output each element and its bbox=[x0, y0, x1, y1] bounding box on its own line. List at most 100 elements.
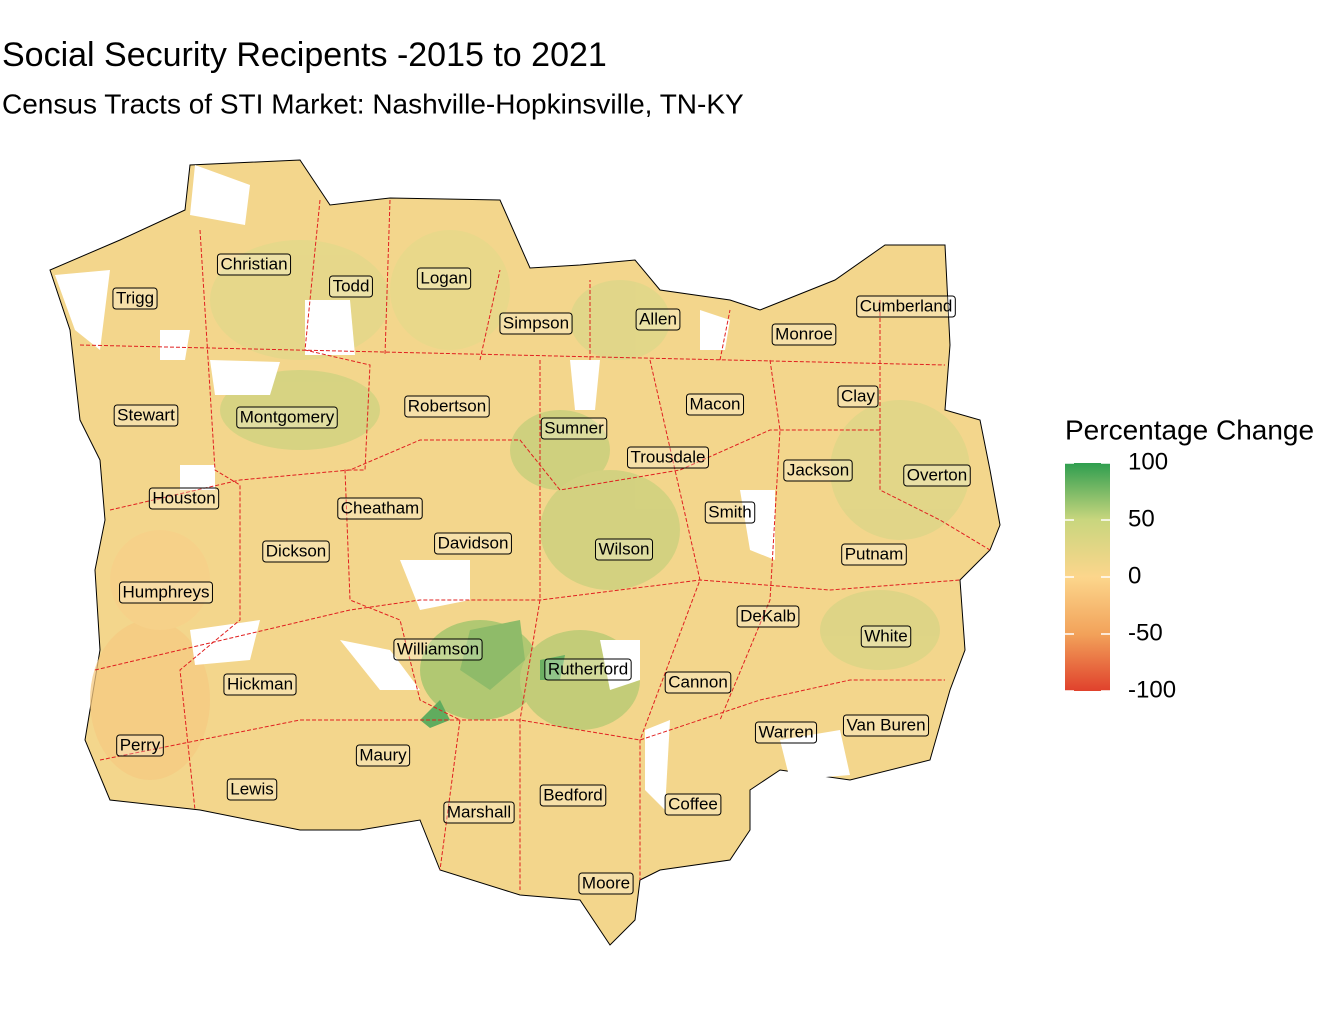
label-box bbox=[685, 393, 745, 416]
county-name: Warren bbox=[758, 722, 813, 741]
county-name: Cheatham bbox=[341, 498, 419, 517]
county-label: Macon bbox=[685, 393, 745, 416]
county-label: Hickman bbox=[223, 673, 297, 696]
county-name: Perry bbox=[120, 735, 161, 754]
county-name: Clay bbox=[841, 386, 876, 405]
county-label: Overton bbox=[903, 464, 971, 487]
county-label: Maury bbox=[355, 744, 411, 767]
county-name: Overton bbox=[907, 465, 967, 484]
county-label: Jackson bbox=[783, 459, 853, 482]
label-box bbox=[664, 671, 732, 694]
label-box bbox=[771, 323, 837, 346]
county-label: Trigg bbox=[112, 287, 158, 310]
county-label: Allen bbox=[635, 308, 681, 331]
county-name: Montgomery bbox=[240, 407, 335, 426]
county-name: Rutherford bbox=[548, 659, 628, 678]
label-box bbox=[443, 801, 515, 824]
county-name: Allen bbox=[639, 309, 677, 328]
county-name: Marshall bbox=[447, 802, 511, 821]
legend-tick-label: -100 bbox=[1128, 676, 1176, 703]
label-box bbox=[393, 638, 483, 661]
label-box bbox=[404, 395, 490, 418]
county-label: Lewis bbox=[226, 778, 278, 801]
county-name: Cumberland bbox=[860, 296, 953, 315]
county-label: Marshall bbox=[443, 801, 515, 824]
county-label: Bedford bbox=[539, 784, 607, 807]
county-label: Perry bbox=[116, 734, 164, 757]
label-box bbox=[783, 459, 853, 482]
label-box bbox=[539, 784, 607, 807]
map: Trigg Christian Todd Logan Simpson Allen Monro… bbox=[49, 159, 1001, 946]
label-box bbox=[837, 385, 879, 408]
label-box bbox=[736, 605, 800, 628]
label-box bbox=[499, 312, 573, 335]
county-name: Houston bbox=[152, 488, 215, 507]
county-label: Cannon bbox=[664, 671, 732, 694]
county-label: Clay bbox=[837, 385, 879, 408]
county-name: Trigg bbox=[116, 288, 154, 307]
legend-title: Percentage Change bbox=[1065, 414, 1314, 445]
label-box bbox=[113, 404, 179, 427]
county-label: Williamson bbox=[393, 638, 483, 661]
county-label: Monroe bbox=[771, 323, 837, 346]
label-box bbox=[112, 287, 158, 310]
legend-tick-label: 0 bbox=[1128, 562, 1141, 589]
label-box bbox=[704, 501, 756, 524]
label-box bbox=[754, 721, 818, 744]
label-box bbox=[664, 793, 722, 816]
county-label: Houston bbox=[148, 487, 220, 510]
county-label: Putnam bbox=[841, 543, 907, 566]
subtitle: Census Tracts of STI Market: Nashville-H… bbox=[2, 88, 744, 119]
county-name: Hickman bbox=[227, 674, 293, 693]
county-name: Christian bbox=[220, 254, 287, 273]
label-box bbox=[148, 487, 220, 510]
no-data-areas bbox=[55, 165, 850, 810]
legend: Percentage Change 100 50 0 -50 -100 bbox=[1065, 414, 1314, 703]
county-label: Rutherford bbox=[544, 658, 632, 681]
county-label: White bbox=[860, 625, 912, 648]
county-name: Lewis bbox=[230, 779, 273, 798]
county-label: Stewart bbox=[113, 404, 179, 427]
label-box bbox=[856, 295, 956, 318]
county-name: Van Buren bbox=[846, 715, 925, 734]
label-box bbox=[236, 406, 338, 429]
county-label: Logan bbox=[416, 267, 472, 290]
county-label: DeKalb bbox=[736, 605, 800, 628]
county-label: Wilson bbox=[594, 538, 654, 561]
county-name: Sumner bbox=[544, 418, 604, 437]
county-name: Williamson bbox=[397, 639, 479, 658]
county-name: Macon bbox=[689, 394, 740, 413]
county-label: Sumner bbox=[540, 417, 608, 440]
label-box bbox=[635, 308, 681, 331]
county-label: Dickson bbox=[262, 540, 330, 563]
legend-tick-label: -50 bbox=[1128, 619, 1163, 646]
label-box bbox=[903, 464, 971, 487]
county-name: Jackson bbox=[787, 460, 849, 479]
county-name: Putnam bbox=[845, 544, 904, 563]
label-box bbox=[841, 543, 907, 566]
county-name: Dickson bbox=[266, 541, 326, 560]
legend-tick-label: 50 bbox=[1128, 505, 1155, 532]
label-box bbox=[116, 734, 164, 757]
county-name: Maury bbox=[359, 745, 407, 764]
county-label: Smith bbox=[704, 501, 756, 524]
county-name: Simpson bbox=[503, 313, 569, 332]
label-box bbox=[627, 446, 709, 469]
county-name: Humphreys bbox=[123, 582, 210, 601]
county-label: Montgomery bbox=[236, 406, 338, 429]
label-box bbox=[540, 417, 608, 440]
county-label: Coffee bbox=[664, 793, 722, 816]
county-label: Trousdale bbox=[627, 446, 709, 469]
county-label: Simpson bbox=[499, 312, 573, 335]
label-box bbox=[434, 532, 512, 555]
county-label: Humphreys bbox=[119, 581, 213, 604]
label-box bbox=[119, 581, 213, 604]
county-name: Wilson bbox=[598, 539, 649, 558]
label-box bbox=[226, 778, 278, 801]
county-name: Moore bbox=[582, 873, 630, 892]
label-box bbox=[594, 538, 654, 561]
county-name: Davidson bbox=[438, 533, 509, 552]
county-label: Cumberland bbox=[856, 295, 956, 318]
county-label: Cheatham bbox=[337, 497, 423, 520]
